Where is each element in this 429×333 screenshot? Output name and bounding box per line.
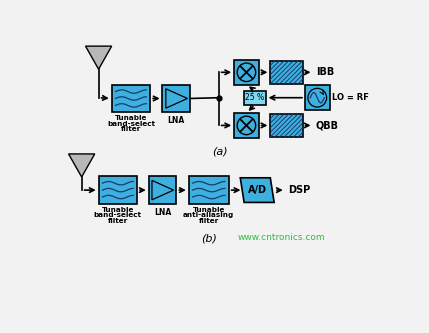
- Bar: [234, 113, 259, 138]
- Bar: [189, 176, 229, 204]
- Bar: [163, 85, 190, 112]
- Text: Tunable: Tunable: [115, 116, 147, 122]
- Text: filter: filter: [199, 218, 219, 224]
- Bar: [234, 60, 259, 85]
- Polygon shape: [69, 154, 95, 177]
- Circle shape: [308, 88, 326, 107]
- Text: band-select: band-select: [107, 121, 155, 127]
- Text: (b): (b): [201, 233, 217, 243]
- Bar: [112, 85, 150, 112]
- Text: filter: filter: [121, 126, 141, 132]
- Bar: [148, 176, 176, 204]
- Bar: [244, 91, 266, 105]
- Circle shape: [237, 63, 256, 82]
- Text: LNA: LNA: [154, 208, 171, 217]
- Polygon shape: [85, 46, 112, 69]
- Text: Tunable: Tunable: [102, 207, 134, 213]
- Circle shape: [237, 116, 256, 135]
- Polygon shape: [152, 180, 174, 200]
- Text: A/D: A/D: [248, 185, 267, 195]
- Text: www.cntronics.com: www.cntronics.com: [238, 233, 326, 242]
- Text: filter: filter: [108, 218, 128, 224]
- Text: (a): (a): [212, 146, 228, 156]
- Text: DSP: DSP: [288, 185, 310, 195]
- Text: 25 %: 25 %: [245, 93, 264, 102]
- Polygon shape: [240, 178, 274, 202]
- Text: IBB: IBB: [316, 67, 334, 77]
- Bar: [270, 61, 302, 84]
- Text: band-select: band-select: [94, 212, 142, 218]
- Bar: [99, 176, 137, 204]
- Polygon shape: [166, 89, 187, 108]
- Bar: [305, 85, 329, 110]
- Bar: [270, 114, 302, 137]
- Text: LNA: LNA: [168, 116, 185, 125]
- Text: anti-aliasing: anti-aliasing: [183, 212, 234, 218]
- Text: QBB: QBB: [316, 121, 339, 131]
- Text: LO = RF: LO = RF: [332, 93, 369, 102]
- Text: Tunable: Tunable: [193, 207, 225, 213]
